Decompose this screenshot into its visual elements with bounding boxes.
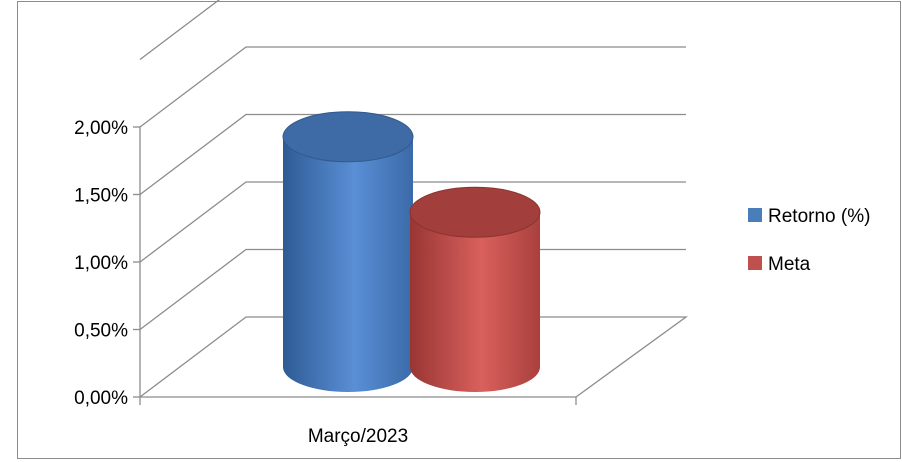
bar-retorno — [282, 111, 414, 392]
bar-top — [282, 111, 414, 163]
y-tick-label: 1,00% — [74, 253, 128, 274]
bars — [282, 111, 541, 392]
legend-label-retorno: Retorno (%) — [768, 206, 870, 227]
legend-swatch-retorno — [748, 208, 762, 222]
y-tick-label: 0,00% — [74, 388, 128, 409]
gridline — [139, 46, 686, 128]
y-tick-label: 1,50% — [74, 186, 128, 207]
bar-top — [409, 186, 541, 238]
bar-body — [410, 212, 540, 392]
y-tick-label: 0,50% — [74, 321, 128, 342]
bar-meta — [409, 186, 541, 392]
y-axis-ticks: 0,00% 0,50% 1,00% 1,50% 2,00% — [74, 118, 128, 409]
gridline — [139, 113, 686, 196]
bar-body — [283, 136, 413, 392]
legend-label-meta: Meta — [768, 254, 811, 275]
gridline — [139, 181, 686, 263]
legend-swatch-meta — [748, 256, 762, 270]
legend: Retorno (%) Meta — [748, 206, 870, 275]
gridline — [139, 0, 220, 61]
y-tick-label: 2,00% — [74, 118, 128, 139]
x-category-label: Março/2023 — [308, 426, 408, 447]
